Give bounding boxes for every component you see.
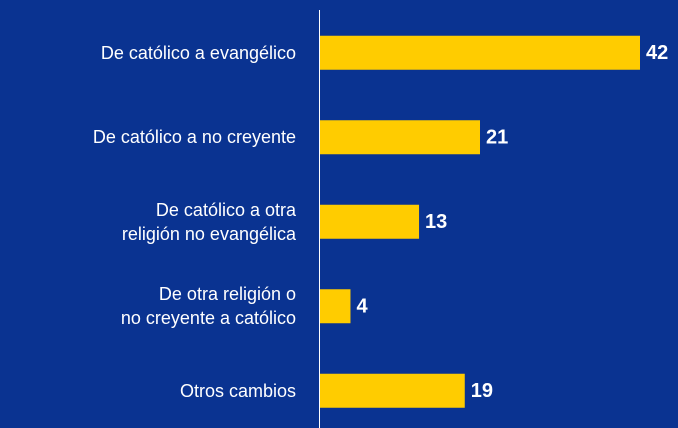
value-label: 19 [471,380,493,402]
bar [320,120,480,155]
category-label: De católico a evangélico [100,42,296,63]
category-label: De católico a otra religión no evangélic… [121,199,296,244]
bar [320,373,465,408]
category-label: Otros cambios [179,380,296,401]
value-label: 21 [486,127,508,149]
bar [320,35,640,70]
category-label: De católico a no creyente [92,127,296,148]
value-label: 4 [356,296,368,318]
value-label: 13 [425,211,447,233]
bar [320,204,420,239]
bar [320,289,351,324]
value-label: 42 [646,42,668,64]
category-label: De otra religión o no creyente a católic… [120,284,296,329]
